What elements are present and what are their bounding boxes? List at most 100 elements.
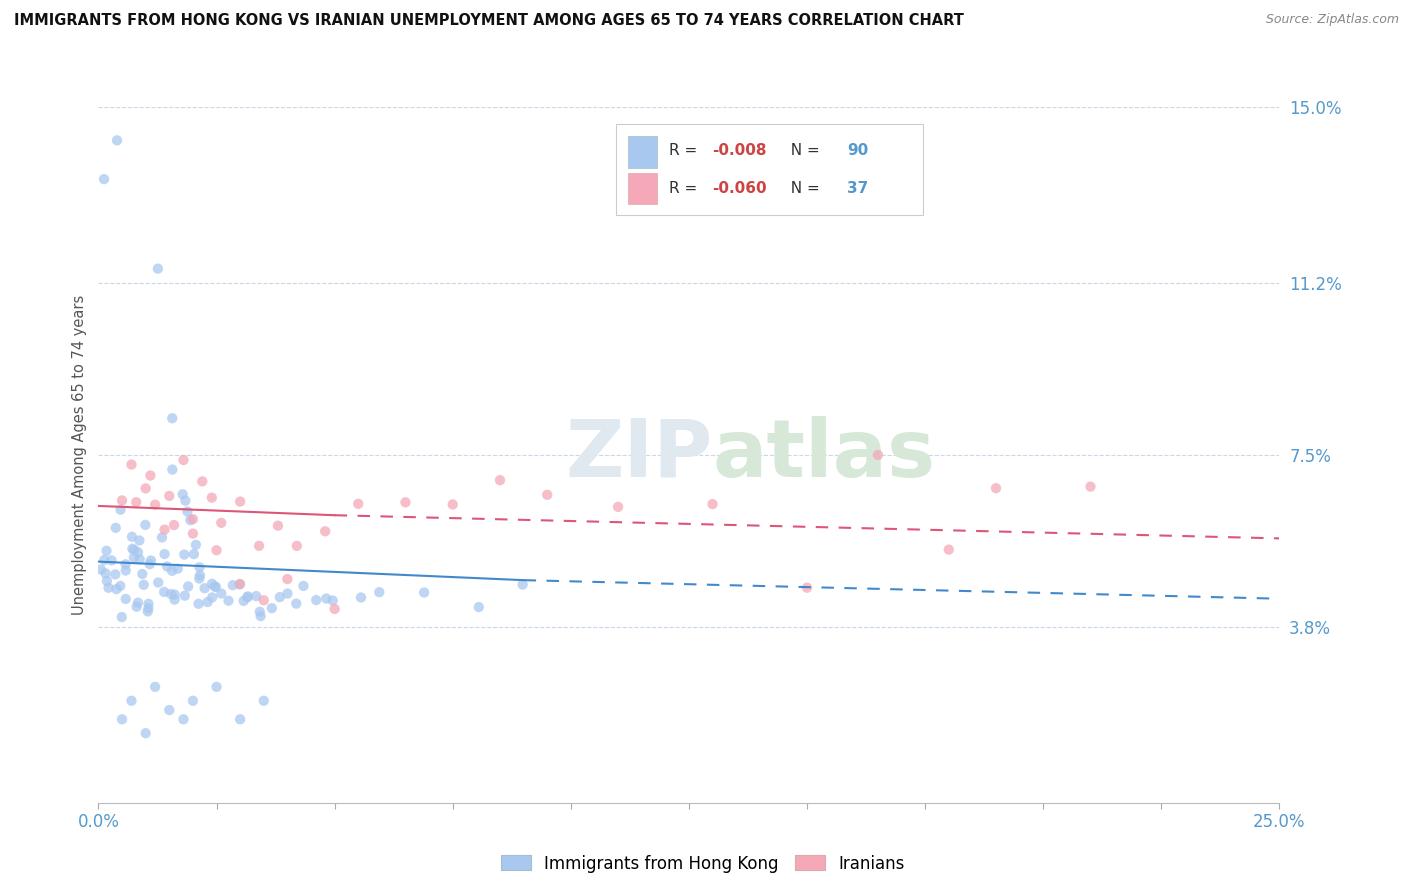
Point (157, 703, 180, 717)
Point (166, 561, 188, 575)
Point (153, 523, 176, 537)
Point (322, 593, 344, 607)
Point (131, 566, 153, 581)
Point (201, 491, 224, 505)
Point (188, 572, 211, 586)
Point (181, 526, 204, 541)
Point (267, 518, 290, 533)
Point (236, 590, 259, 604)
Point (136, 604, 159, 618)
Point (162, 411, 184, 425)
Point (184, 538, 207, 552)
Point (205, 680, 228, 694)
Point (139, 553, 162, 567)
Point (260, 601, 283, 615)
Point (305, 593, 328, 607)
Point (201, 591, 224, 605)
Point (253, 593, 276, 607)
Point (205, 580, 228, 594)
Text: N =: N = (782, 144, 825, 159)
Point (143, 680, 166, 694)
Point (163, 592, 186, 607)
Point (796, 581, 818, 595)
Point (197, 595, 219, 609)
Point (90, 562, 112, 576)
Point (104, 567, 127, 582)
Point (110, 502, 132, 516)
Point (866, 448, 889, 462)
Text: N =: N = (782, 181, 825, 196)
Point (176, 504, 198, 518)
Point (139, 468, 162, 483)
Point (323, 602, 346, 616)
Point (229, 712, 252, 726)
Text: atlas: atlas (713, 416, 935, 494)
Point (245, 589, 267, 603)
Point (157, 489, 180, 503)
Point (181, 694, 204, 708)
Point (247, 539, 270, 553)
Point (183, 547, 205, 561)
Point (138, 601, 160, 615)
Point (1080, 480, 1102, 494)
FancyBboxPatch shape (627, 173, 657, 204)
Point (209, 516, 232, 530)
Point (249, 609, 271, 624)
Point (441, 498, 464, 512)
Point (984, 481, 1007, 495)
Point (148, 575, 170, 590)
Text: ZIP: ZIP (565, 416, 713, 494)
Point (93, 172, 115, 186)
Point (121, 541, 143, 556)
Point (104, 521, 127, 535)
Y-axis label: Unemployment Among Ages 65 to 74 years: Unemployment Among Ages 65 to 74 years (72, 294, 87, 615)
Point (229, 577, 252, 591)
Point (114, 558, 136, 572)
Legend: Immigrants from Hong Kong, Iranians: Immigrants from Hong Kong, Iranians (495, 848, 911, 880)
Point (111, 712, 134, 726)
Point (314, 524, 336, 539)
Point (156, 559, 179, 574)
Point (228, 577, 250, 591)
Point (702, 497, 724, 511)
Point (177, 579, 200, 593)
Point (97, 581, 120, 595)
Point (512, 577, 534, 591)
Point (160, 564, 183, 578)
Point (292, 579, 315, 593)
Point (172, 453, 194, 467)
Point (188, 560, 211, 574)
Point (222, 578, 245, 592)
Point (127, 596, 149, 610)
Point (205, 543, 228, 558)
Point (236, 591, 259, 605)
Point (138, 597, 160, 611)
Text: 37: 37 (848, 181, 869, 196)
Point (172, 712, 194, 726)
FancyBboxPatch shape (627, 136, 657, 168)
Point (96, 543, 118, 558)
Point (218, 593, 240, 607)
Point (121, 694, 143, 708)
Point (347, 497, 370, 511)
Point (489, 473, 512, 487)
Text: -0.008: -0.008 (713, 144, 768, 159)
Point (105, 133, 128, 147)
Point (173, 589, 195, 603)
Point (204, 579, 226, 593)
Point (114, 591, 136, 606)
Point (276, 586, 298, 600)
Point (285, 597, 308, 611)
Text: -0.060: -0.060 (713, 181, 768, 196)
Point (174, 493, 197, 508)
Point (105, 582, 128, 596)
Point (128, 552, 150, 566)
Point (125, 599, 148, 614)
Point (350, 591, 373, 605)
Text: R =: R = (669, 181, 702, 196)
Point (114, 564, 136, 578)
Point (607, 500, 630, 514)
Point (125, 495, 148, 509)
Point (122, 542, 145, 557)
Point (94, 566, 117, 581)
